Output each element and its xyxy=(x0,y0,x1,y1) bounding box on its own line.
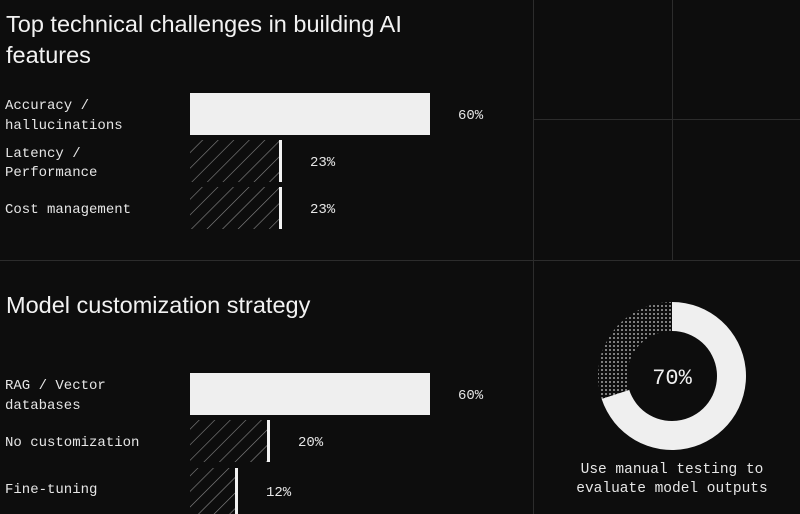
divider-horizontal-right xyxy=(533,119,800,120)
donut-slice-other xyxy=(598,302,672,399)
bar-chart-customization: 60% RAG / Vector databases 20% No customizat… xyxy=(5,373,484,514)
bar xyxy=(190,468,238,514)
bar-value-label: 23% xyxy=(310,202,336,218)
donut-caption-line: Use manual testing to xyxy=(580,462,764,478)
divider-vertical-right xyxy=(672,0,673,260)
bar-value-label: 12% xyxy=(266,485,292,501)
donut-chart-manual-testing: 70% xyxy=(598,302,746,450)
bar xyxy=(190,187,282,229)
bar-value-label: 60% xyxy=(458,108,484,124)
chart-title-challenges: Top technical challenges in building AI … xyxy=(6,9,402,71)
bar-end-marker xyxy=(235,468,238,514)
donut-slice-manual-testing xyxy=(601,302,746,450)
category-label: Accuracy / xyxy=(5,98,89,114)
bar-end-marker xyxy=(279,140,282,182)
category-label: Fine-tuning xyxy=(5,482,97,498)
category-label: Cost management xyxy=(5,202,131,218)
bar xyxy=(190,93,430,135)
chart-title-line: Model customization strategy xyxy=(6,292,311,318)
bar xyxy=(190,140,282,182)
donut-center-label: 70% xyxy=(652,366,692,391)
category-label: RAG / Vector xyxy=(5,378,106,394)
bar xyxy=(190,420,270,462)
chart-title-line: Top technical challenges in building AI xyxy=(6,11,402,37)
bar-end-marker xyxy=(267,420,270,462)
category-label: Performance xyxy=(5,165,97,181)
donut-caption-line: evaluate model outputs xyxy=(576,481,768,497)
category-label: No customization xyxy=(5,435,139,451)
category-label: Latency / xyxy=(5,146,81,162)
bar xyxy=(190,373,430,415)
chart-title-line: features xyxy=(6,42,91,68)
divider-horizontal-mid xyxy=(0,260,800,261)
bar-value-label: 60% xyxy=(458,388,484,404)
bar-value-label: 20% xyxy=(298,435,324,451)
donut-caption: Use manual testing to evaluate model out… xyxy=(560,461,784,499)
bar-value-label: 23% xyxy=(310,155,336,171)
bar-end-marker xyxy=(279,187,282,229)
divider-vertical-main xyxy=(533,0,534,514)
bar-chart-challenges: 60% Accuracy / hallucinations 23% Latency / P… xyxy=(5,93,484,229)
chart-title-customization: Model customization strategy xyxy=(6,290,310,321)
category-label: hallucinations xyxy=(5,118,123,134)
category-label: databases xyxy=(5,398,81,414)
